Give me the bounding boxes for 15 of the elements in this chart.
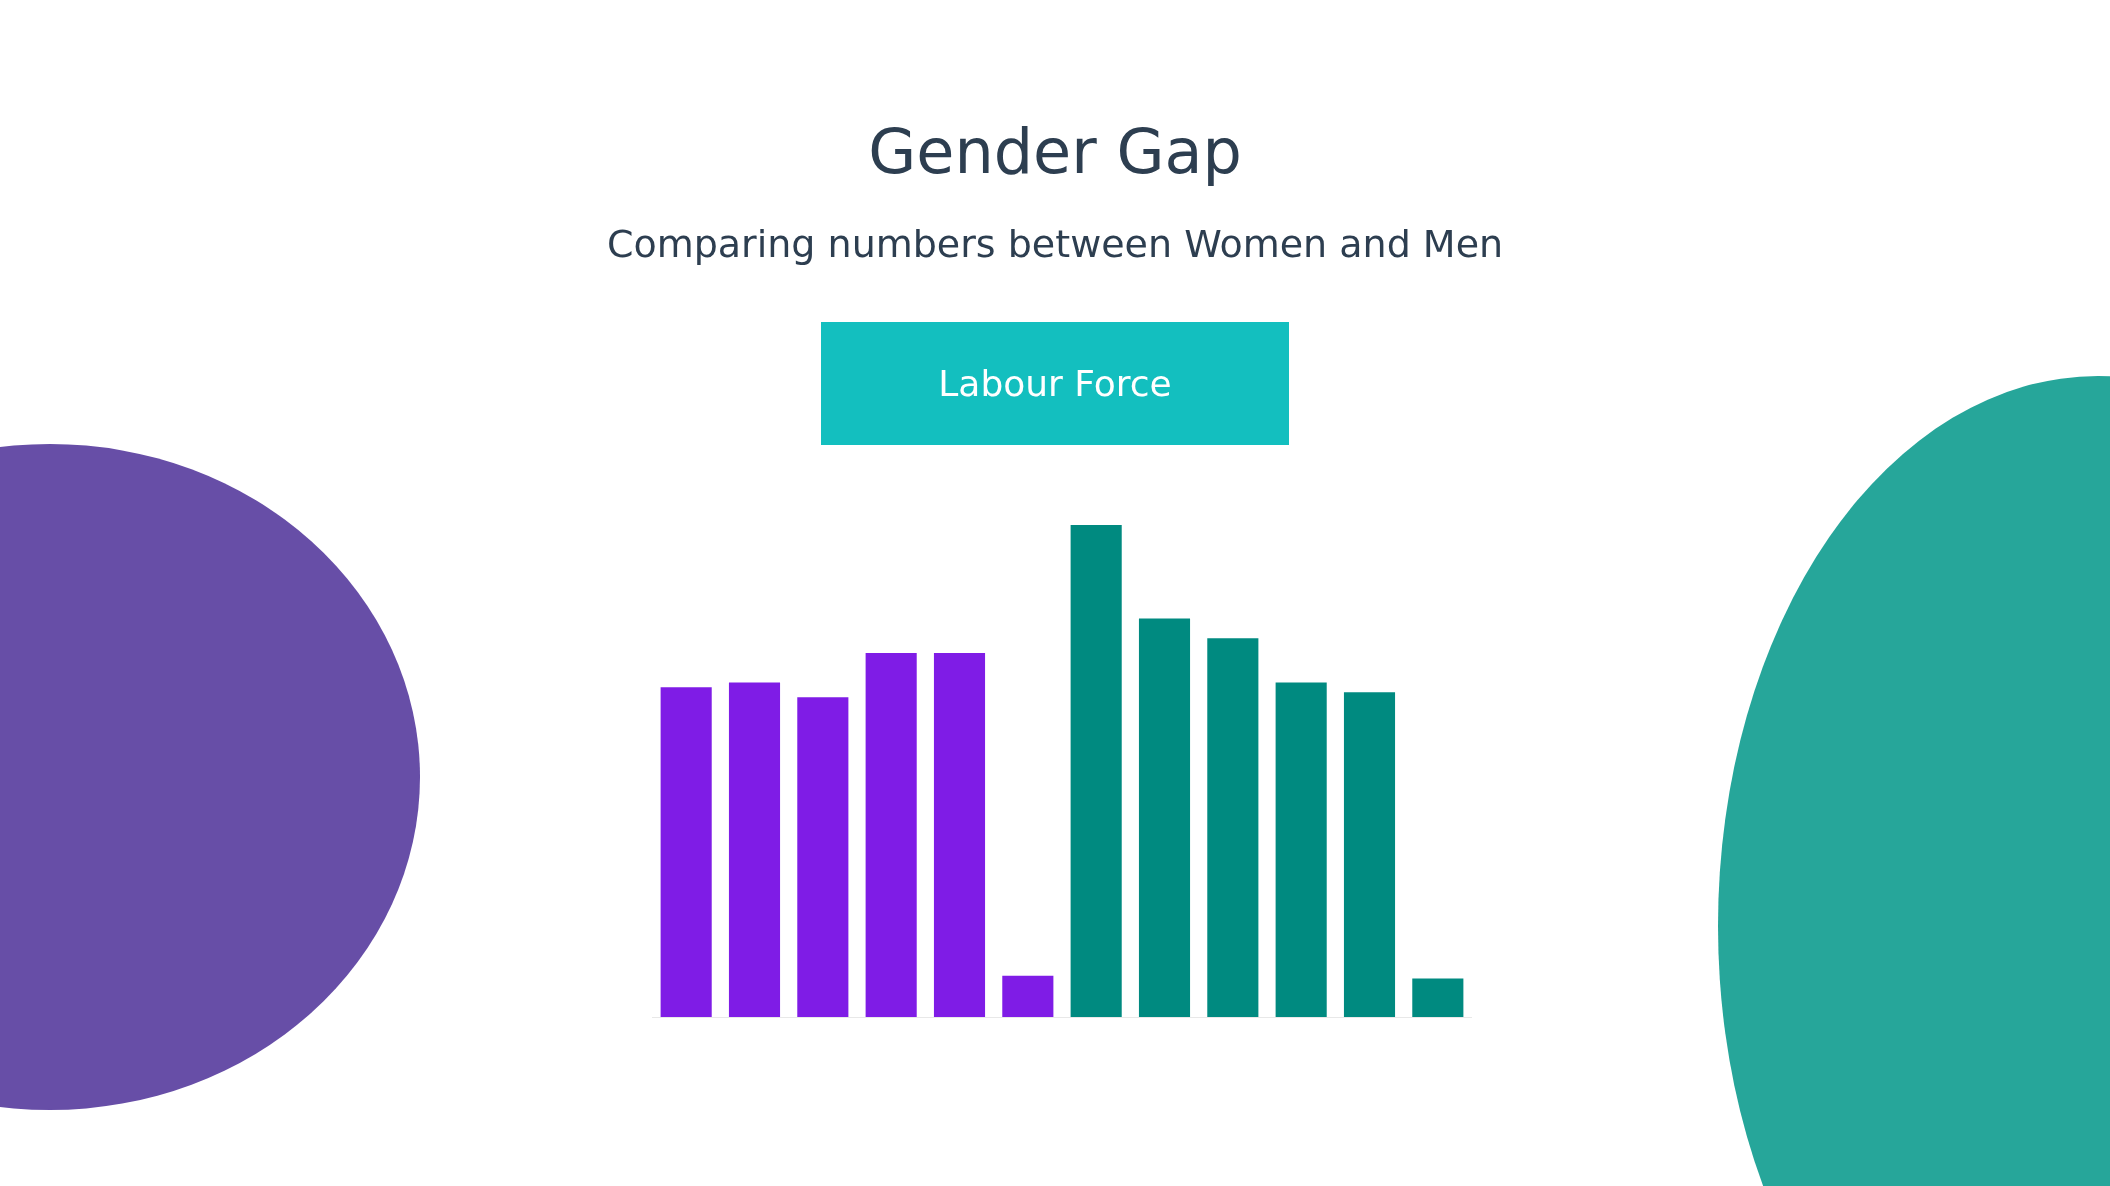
bar	[1070, 525, 1122, 1017]
bar	[1207, 638, 1259, 1017]
bar	[1412, 978, 1464, 1017]
bar	[933, 652, 986, 1017]
text: Labour Force	[821, 322, 1289, 445]
bar	[728, 682, 781, 1017]
bar	[660, 687, 712, 1017]
bar	[1275, 682, 1327, 1017]
chart-title: Gender Gap	[867, 115, 1243, 188]
bar	[865, 652, 917, 1017]
bar	[1002, 975, 1054, 1017]
bar	[797, 697, 849, 1017]
bar	[1343, 692, 1396, 1017]
chart-subtitle: Comparing numbers between Women and Men	[605, 222, 1505, 266]
bar	[1138, 618, 1191, 1017]
